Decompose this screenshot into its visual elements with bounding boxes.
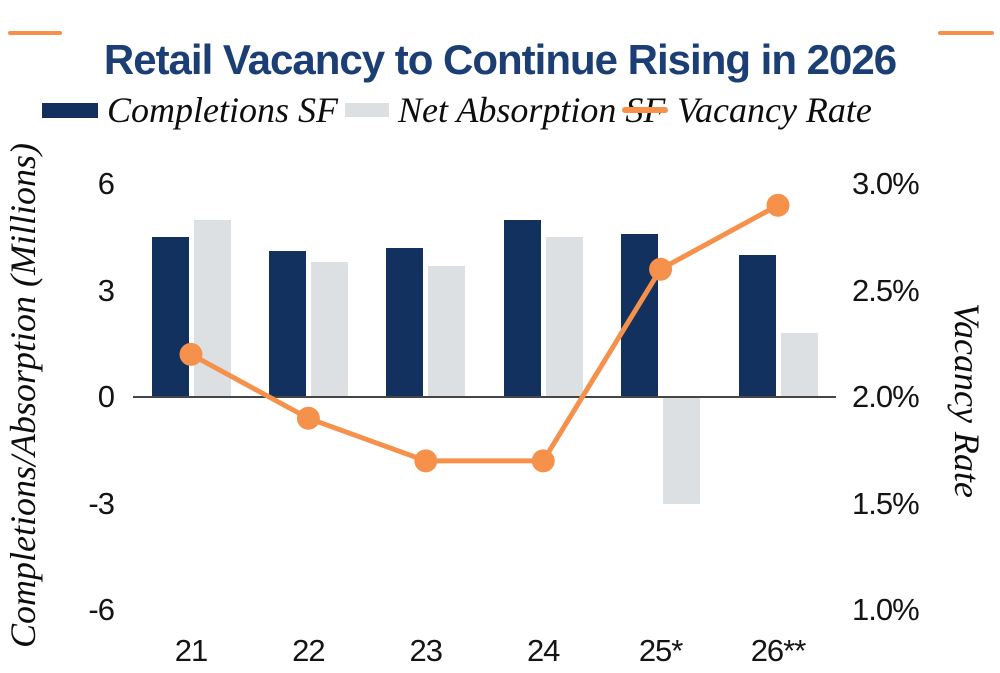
right-axis-title: Vacancy Rate <box>947 302 987 498</box>
y-axis-tick-right: 2.0% <box>852 379 920 414</box>
y-axis-tick-right: 3.0% <box>852 166 920 201</box>
completions-bar <box>386 247 424 397</box>
x-axis-label: 22 <box>292 633 325 668</box>
x-axis-label: 25* <box>638 633 684 668</box>
legend-item-completions: Completions SF <box>42 90 338 130</box>
x-axis-label: 23 <box>409 633 443 668</box>
vacancy-rate-marker-icon <box>766 193 790 217</box>
page-title: Retail Vacancy to Continue Rising in 202… <box>103 36 897 84</box>
net-absorption-bar <box>663 397 701 504</box>
completions-swatch-icon <box>42 102 98 118</box>
completions-bar <box>621 233 659 397</box>
title-dash-right-icon <box>938 31 994 35</box>
y-axis-tick-left: 6 <box>97 166 115 201</box>
vacancy-rate-marker-icon <box>414 449 438 473</box>
y-axis-tick-left: -3 <box>88 485 115 521</box>
net-absorption-bar <box>310 262 348 397</box>
title-dash-left-icon <box>8 31 62 35</box>
net-absorption-swatch-icon <box>345 103 389 117</box>
y-axis-tick-right: 1.0% <box>852 592 920 627</box>
vacancy-rate-line-icon <box>622 107 668 113</box>
net-absorption-bar <box>780 333 818 397</box>
completions-bar <box>151 237 189 397</box>
x-axis-label: 24 <box>526 633 560 668</box>
net-absorption-bar <box>428 265 466 397</box>
legend-label-completions: Completions SF <box>107 90 338 130</box>
vacancy-rate-marker-icon <box>296 406 320 430</box>
x-axis-line <box>133 396 836 398</box>
legend-item-net-absorption: Net Absorption SF <box>345 90 666 130</box>
legend-label-vacancy-rate: Vacancy Rate <box>677 90 872 130</box>
y-axis-tick-right: 2.5% <box>852 272 920 308</box>
x-axis-label: 26** <box>750 633 807 668</box>
y-axis-tick-left: 0 <box>97 379 115 414</box>
net-absorption-bar <box>193 219 231 397</box>
net-absorption-bar <box>545 237 583 397</box>
legend-label-net-absorption: Net Absorption SF <box>398 90 666 130</box>
y-axis-tick-left: -6 <box>88 592 115 627</box>
legend-item-vacancy-rate: Vacancy Rate <box>622 90 872 130</box>
x-axis-label: 21 <box>174 633 208 668</box>
y-axis-tick-right: 1.5% <box>852 485 920 521</box>
completions-bar <box>738 255 776 397</box>
y-axis-tick-left: 3 <box>97 272 115 308</box>
completions-bar <box>268 251 306 397</box>
vacancy-rate-marker-icon <box>531 449 555 473</box>
completions-bar <box>503 219 541 397</box>
